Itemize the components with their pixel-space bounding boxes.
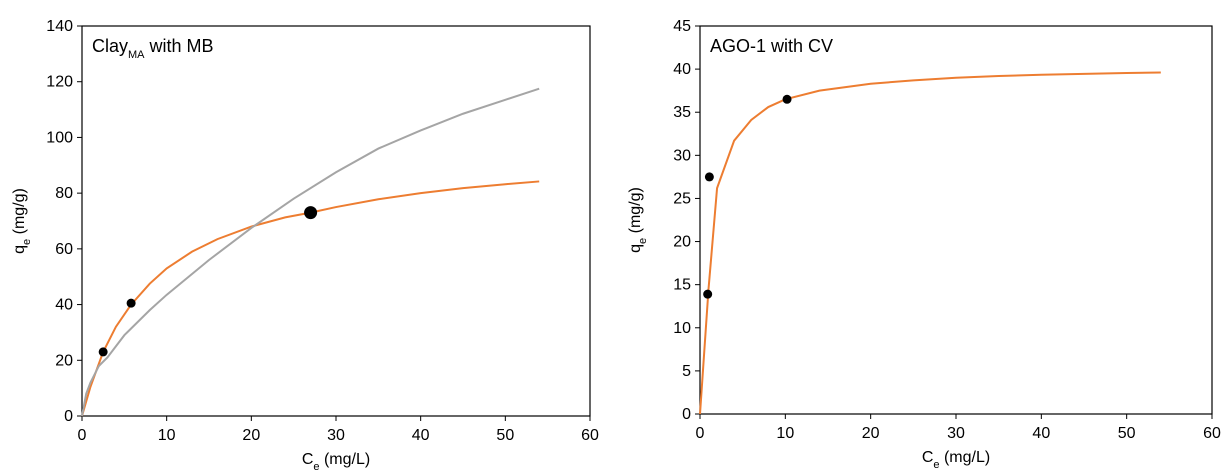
x-tick-label: 20 (862, 425, 880, 442)
data-point (703, 289, 713, 299)
data-point (304, 206, 318, 220)
plot-area-frame (81, 25, 591, 417)
x-tick-label: 40 (412, 427, 430, 444)
x-tick-label: 50 (496, 427, 514, 444)
x-tick-label: 30 (327, 427, 345, 444)
y-tick-label: 120 (46, 74, 73, 91)
y-tick-label: 45 (673, 18, 691, 35)
data-point (704, 172, 714, 182)
y-tick-label: 30 (673, 147, 691, 164)
y-tick-label: 35 (673, 104, 691, 121)
y-tick-label: 0 (64, 408, 73, 425)
chart-title-main: Clay (92, 36, 128, 56)
x-axis-label: Ce (mg/L) (922, 449, 990, 471)
chart-title-rest: with MB (145, 36, 214, 56)
x-tick-label: 10 (158, 427, 176, 444)
x-axis-label-subscript: e (933, 459, 939, 471)
x-axis-label: Ce (mg/L) (302, 451, 370, 472)
y-axis-label-rest: (mg/g) (11, 188, 28, 239)
x-tick-label: 30 (947, 425, 965, 442)
plot-area-frame (699, 25, 1213, 415)
y-tick-label: 100 (46, 129, 73, 146)
y-axis-label-rest: (mg/g) (627, 187, 644, 238)
x-axis-label-main: C (302, 451, 314, 468)
chart-title-main: AGO-1 with CV (710, 36, 833, 56)
x-axis-label-main: C (922, 449, 934, 466)
x-axis-label-rest: (mg/L) (940, 449, 991, 466)
chart-ago-1-with-cv: 0 5 10 15 20 25 30 35 40 45 0 10 20 30 40 50 60 AGO-1 wit… (627, 18, 1221, 471)
x-tick-label: 0 (696, 425, 705, 442)
y-tick-label: 25 (673, 190, 691, 207)
y-axis-label-main: q (627, 244, 644, 253)
x-tick-label: 60 (581, 427, 599, 444)
fit-curve-1 (699, 71, 1161, 415)
x-tick-label: 60 (1203, 425, 1221, 442)
chart-title-subscript: MA (128, 49, 145, 61)
y-tick-label: 140 (46, 18, 73, 35)
data-point (126, 298, 136, 308)
y-axis-label-subscript: e (21, 239, 33, 245)
y-tick-label: 20 (673, 234, 691, 251)
fit-curve-2 (81, 87, 540, 417)
y-axis-label-subscript: e (637, 238, 649, 244)
y-axis-label: qe (mg/g) (11, 188, 33, 254)
chart-title: ClayMA with MB (92, 36, 214, 61)
data-point (782, 94, 792, 104)
y-tick-label: 80 (55, 185, 73, 202)
x-tick-label: 20 (242, 427, 260, 444)
y-tick-label: 60 (55, 241, 73, 258)
x-tick-label: 50 (1118, 425, 1136, 442)
x-axis-label-subscript: e (313, 461, 319, 472)
x-tick-label: 40 (1032, 425, 1050, 442)
y-axis-label: qe (mg/g) (627, 187, 649, 253)
x-axis-label-rest: (mg/L) (320, 451, 371, 468)
data-point (98, 347, 108, 357)
y-tick-label: 40 (55, 297, 73, 314)
y-tick-label: 20 (55, 352, 73, 369)
chart-clay-ma-with-mb: 0 20 40 60 80 100 120 140 0 10 20 30 40 50 60 ClayMA wi… (11, 18, 599, 472)
y-tick-label: 40 (673, 61, 691, 78)
y-tick-label: 10 (673, 320, 691, 337)
chart-title: AGO-1 with CV (710, 36, 833, 56)
fit-curve-1 (81, 180, 540, 417)
y-tick-label: 5 (682, 363, 691, 380)
x-tick-label: 0 (78, 427, 87, 444)
y-tick-label: 0 (682, 406, 691, 423)
y-axis-label-main: q (11, 245, 28, 254)
y-tick-label: 15 (673, 277, 691, 294)
x-tick-label: 10 (776, 425, 794, 442)
